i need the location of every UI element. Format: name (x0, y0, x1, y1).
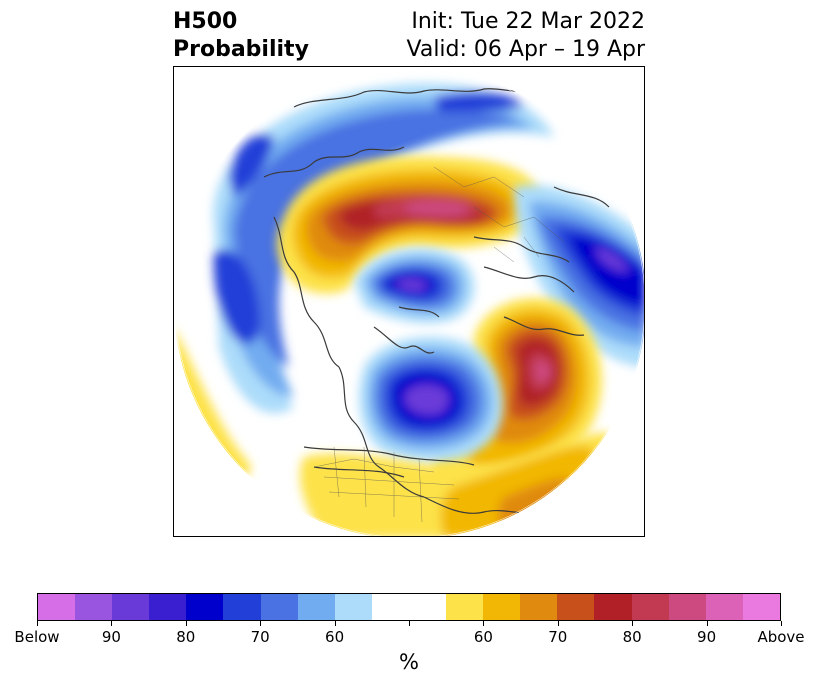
colorbar-tick (409, 621, 410, 626)
colorbar-tick (260, 621, 262, 626)
colorbar-swatch (668, 594, 706, 620)
title-init: Init: Tue 22 Mar 2022 (411, 9, 645, 34)
colorbar-swatch (186, 594, 224, 620)
colorbar-tick (781, 621, 782, 626)
title-variable: H500 (173, 9, 238, 34)
colorbar-tick (37, 621, 38, 626)
colorbar-swatch (75, 594, 113, 620)
colorbar-tick-label: 90 (101, 628, 121, 646)
colorbar-tick-label: 60 (325, 628, 345, 646)
colorbar-swatch (742, 594, 780, 620)
probability-fields (174, 67, 644, 536)
colorbar-swatch (149, 594, 187, 620)
colorbar-swatch (260, 594, 298, 620)
polar-map-svg (174, 67, 644, 536)
colorbar-tick-label: 80 (622, 628, 642, 646)
colorbar-swatch (483, 594, 521, 620)
colorbar-swatch (520, 594, 558, 620)
colorbar-swatch (334, 594, 372, 620)
colorbar-tick (557, 621, 559, 626)
colorbar-tick (111, 621, 113, 626)
map-title-right: Init: Tue 22 Mar 2022 Valid: 06 Apr – 19… (407, 8, 646, 64)
probability-colorbar (37, 593, 781, 621)
coastlines (263, 86, 620, 515)
colorbar-tick-label: Below (14, 628, 60, 646)
title-valid: Valid: 06 Apr – 19 Apr (406, 37, 646, 62)
colorbar-tick (706, 621, 708, 626)
colorbar-tick (185, 621, 187, 626)
colorbar-tick-label: 70 (250, 628, 270, 646)
colorbar-swatch (705, 594, 743, 620)
colorbar-tick-label: 80 (176, 628, 196, 646)
colorbar-tick-label: Above (757, 628, 805, 646)
colorbar-swatch (371, 594, 409, 620)
title-product: Probability (173, 37, 309, 62)
colorbar-tick (632, 621, 634, 626)
map-title-left: H500 Probability (173, 8, 309, 64)
colorbar-tick (334, 621, 336, 626)
colorbar-swatch (297, 594, 335, 620)
colorbar-swatch (38, 594, 76, 620)
colorbar-swatch (446, 594, 484, 620)
colorbar-tick-label: 90 (697, 628, 717, 646)
colorbar-tick-label: 60 (473, 628, 493, 646)
political-borders (313, 166, 565, 523)
colorbar-swatch (557, 594, 595, 620)
colorbar-tick-label: 70 (548, 628, 568, 646)
colorbar-swatch (408, 594, 447, 620)
probability-map (173, 66, 645, 537)
colorbar-swatch (594, 594, 632, 620)
colorbar-unit: % (399, 650, 419, 674)
colorbar-tick (483, 621, 485, 626)
colorbar-swatch (223, 594, 261, 620)
colorbar-swatch (112, 594, 150, 620)
colorbar-swatch (631, 594, 669, 620)
